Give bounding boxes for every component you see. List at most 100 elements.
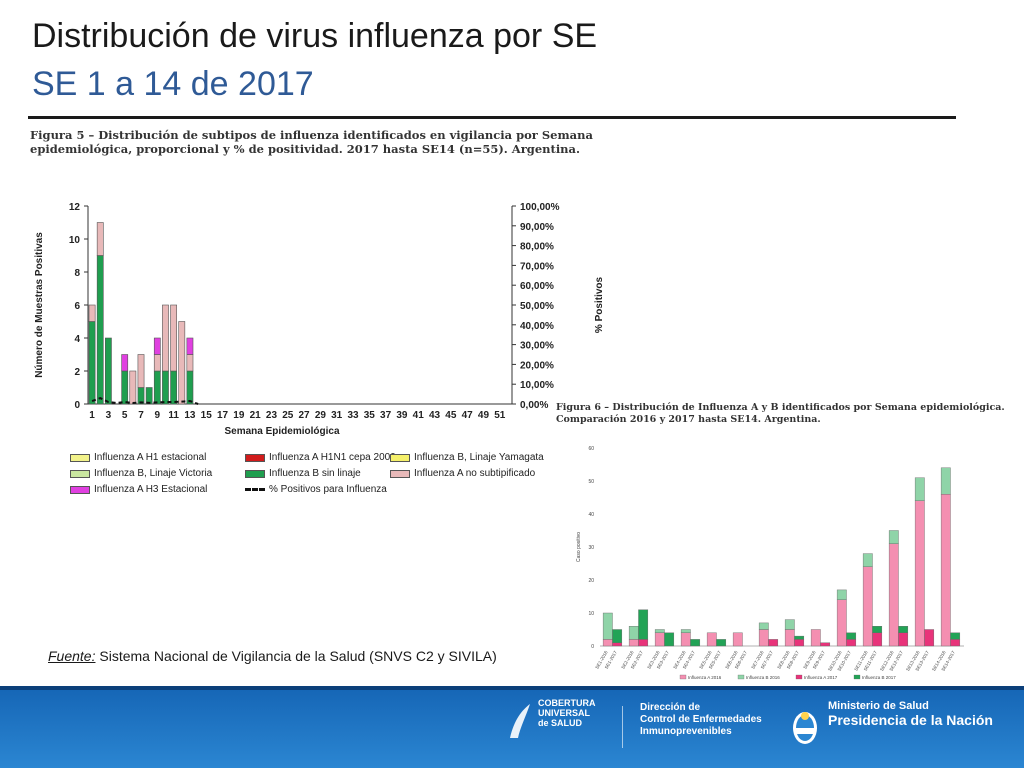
legend-item: Influenza A H1N1 cepa 2009 (245, 452, 396, 463)
direccion-line1: Dirección de (640, 702, 701, 713)
fig6-y-tick-label: 10 (588, 611, 594, 617)
bar-segment (88, 304, 96, 322)
x-tick-label: 19 (233, 410, 245, 421)
fig6-bar-segment (924, 629, 935, 647)
x-tick-label: 31 (331, 410, 343, 421)
x-tick-label: 45 (445, 410, 457, 421)
fig6-bar-segment (950, 639, 961, 647)
y2-tick-label: 40,00% (520, 321, 554, 332)
bar-segment (162, 304, 169, 372)
y-tick-label: 0 (74, 400, 80, 411)
y-tick-label: 8 (74, 268, 80, 279)
legend-swatch (245, 469, 265, 478)
cobertura-line2: UNIVERSAL (538, 708, 591, 718)
y-axis-title: Número de Muestras Positivas (34, 232, 45, 378)
fig6-bar-segment (784, 619, 795, 630)
fig6-bar-segment (914, 500, 925, 647)
fig6-bar-segment (862, 553, 873, 567)
y-tick-label: 6 (74, 301, 80, 312)
x-tick-label: 17 (217, 410, 229, 421)
x-tick-label: 37 (380, 410, 392, 421)
x-axis-title: Semana Epidemiológica (224, 426, 339, 437)
fig6-bar-segment (602, 612, 613, 640)
legend-item: Influenza B, Linaje Victoria (70, 468, 212, 479)
direccion-line3: Inmunoprevenibles (640, 726, 732, 737)
fig6-bar-segment (602, 639, 613, 647)
y2-tick-label: 70,00% (520, 261, 554, 272)
ministerio-logo: Ministerio de Salud Presidencia de la Na… (828, 700, 993, 728)
fig6-bar-segment (794, 635, 805, 640)
figure5-chart: Número de Muestras Positivas0246810120,0… (34, 202, 605, 437)
bar-segment (153, 337, 161, 355)
fig6-bar-segment (872, 632, 883, 647)
y-tick-label: 10 (69, 235, 81, 246)
x-tick-label: 33 (347, 410, 359, 421)
y2-tick-label: 60,00% (520, 281, 554, 292)
bar-segment (170, 370, 177, 405)
y2-axis-title: % Positivos (594, 277, 605, 334)
source-label: Fuente: (48, 648, 96, 664)
y-tick-label: 2 (74, 367, 80, 378)
bar-segment (137, 354, 145, 388)
cobertura-line1: COBERTURA (538, 698, 596, 708)
x-tick-label: 41 (413, 410, 425, 421)
legend-item: Influenza B sin linaje (245, 468, 361, 479)
y2-tick-label: 80,00% (520, 242, 554, 253)
ministerio-line1: Ministerio de Salud (828, 700, 929, 712)
bar-segment (162, 370, 169, 405)
fig6-y-tick-label: 30 (588, 545, 594, 551)
bar-segment (96, 255, 104, 405)
ministerio-line2: Presidencia de la Nación (828, 712, 993, 728)
fig6-legend-label: Influenza A 2016 (688, 675, 722, 680)
x-tick-label: 39 (396, 410, 408, 421)
y2-tick-label: 0,00% (520, 400, 548, 411)
fig6-bar-segment (872, 625, 883, 633)
fig6-bar-segment (690, 639, 701, 647)
fig6-bar-segment (612, 629, 623, 643)
y-tick-label: 12 (69, 202, 81, 213)
x-tick-label: 7 (138, 410, 144, 421)
fig6-bar-segment (758, 622, 769, 630)
x-tick-label: 9 (155, 410, 161, 421)
fig6-legend-swatch (853, 674, 861, 680)
x-tick-label: 11 (168, 410, 179, 421)
fig6-y-tick-label: 50 (588, 479, 594, 485)
fig6-legend-label: Influenza B 2016 (746, 675, 780, 680)
fig6-y-axis-title: Caso positivo (576, 532, 582, 562)
figure6-caption: Figura 6 – Distribución de Influenza A y… (556, 402, 1005, 425)
legend-label: Influenza A H1 estacional (94, 452, 207, 463)
x-tick-label: 1 (89, 410, 95, 421)
fig6-bar-segment (768, 639, 779, 647)
bar-segment (129, 370, 137, 405)
figure6-chart: Caso positivo0102030405060SE1-2016SE1-20… (576, 446, 964, 680)
fig6-bar-segment (716, 639, 727, 647)
y2-tick-label: 50,00% (520, 301, 554, 312)
legend-item: Influenza A H1 estacional (70, 452, 206, 463)
fig6-bar-segment (836, 589, 847, 600)
fig6-bar-segment (846, 632, 857, 640)
y2-tick-label: 20,00% (520, 360, 554, 371)
source-text: Sistema Nacional de Vigilancia de la Sal… (95, 648, 497, 664)
legend-label: Influenza B sin linaje (269, 468, 361, 479)
legend-swatch (245, 453, 265, 462)
x-tick-label: 49 (478, 410, 490, 421)
fig6-bar-segment (654, 632, 665, 647)
bar-segment (88, 321, 96, 405)
fig6-bar-segment (794, 639, 805, 647)
legend-label: Influenza A no subtipificado (414, 468, 536, 479)
fig6-bar-segment (940, 467, 951, 495)
x-tick-label: 23 (266, 410, 278, 421)
legend-label: Influenza A H3 Estacional (94, 484, 208, 495)
fig6-bar-segment (706, 632, 717, 647)
legend-label: Influenza B, Linaje Yamagata (414, 452, 544, 463)
fig6-y-tick-label: 0 (591, 644, 594, 650)
fig6-bar-segment (820, 642, 831, 647)
source-note: Fuente: Sistema Nacional de Vigilancia d… (48, 648, 497, 664)
fig6-bar-segment (914, 477, 925, 502)
x-tick-label: 29 (315, 410, 327, 421)
x-tick-label: 35 (364, 410, 376, 421)
fig6-legend-swatch (679, 674, 687, 680)
legend-label: % Positivos para Influenza (269, 484, 387, 495)
fig6-bar-segment (664, 632, 675, 647)
figure5-caption: Figura 5 – Distribución de subtipos de i… (30, 128, 593, 156)
